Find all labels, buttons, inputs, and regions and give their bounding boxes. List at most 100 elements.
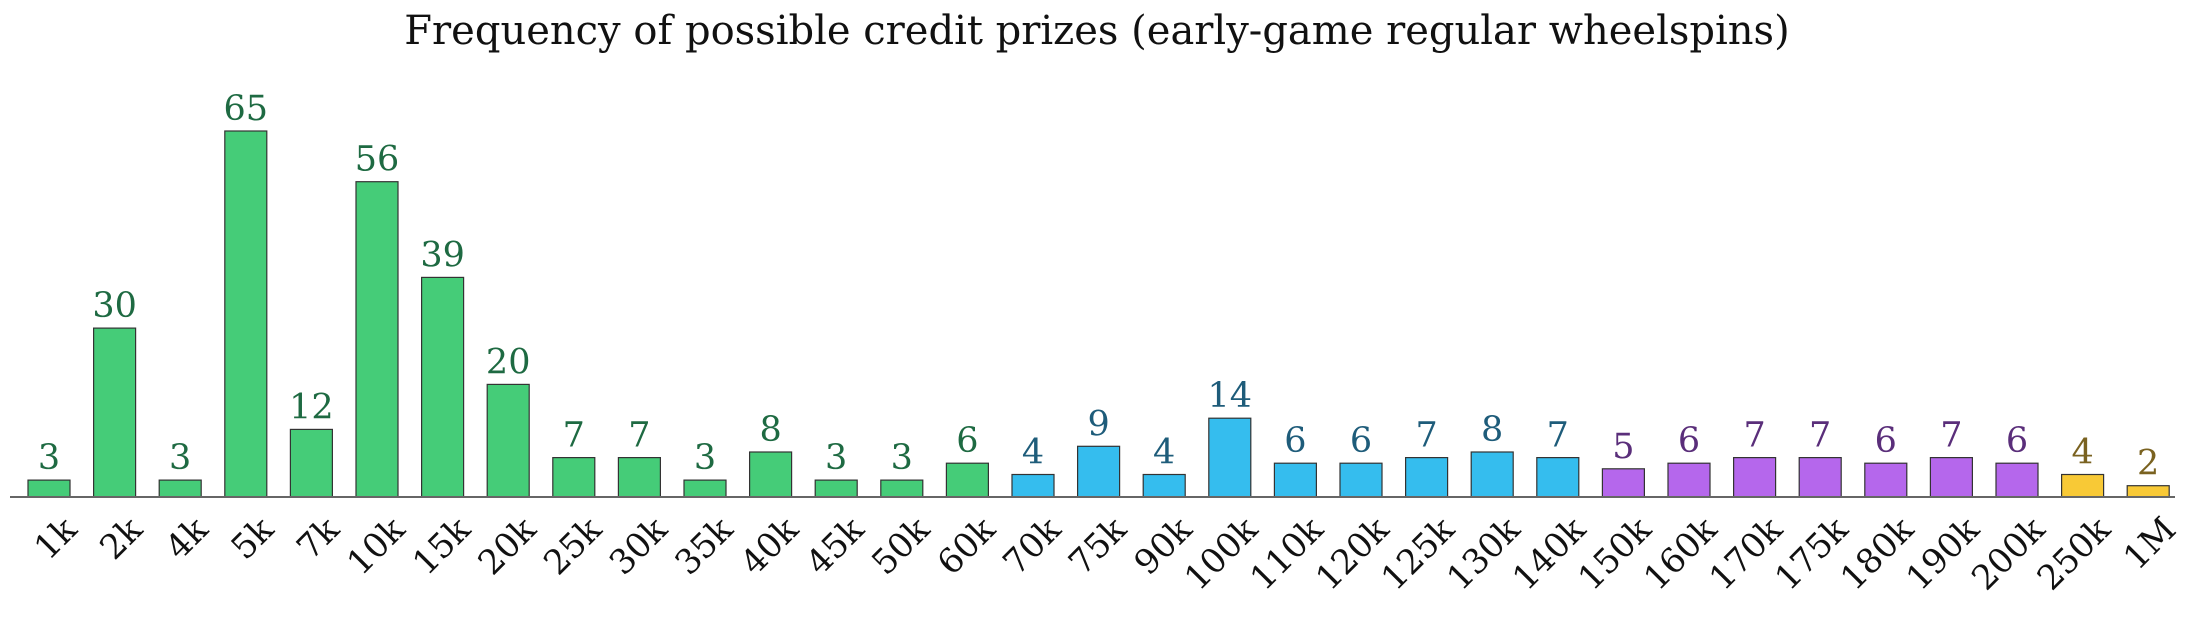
x-tick-label-130k: 130k	[1439, 509, 1528, 598]
value-label-75k: 9	[1087, 404, 1109, 444]
bar-160k	[1667, 462, 1711, 498]
bar-25k	[552, 457, 596, 498]
value-label-190k: 7	[1940, 416, 1962, 456]
bar-10k	[355, 181, 399, 498]
x-tick-label-120k: 120k	[1308, 509, 1397, 598]
bar-170k	[1732, 457, 1777, 498]
value-label-7k: 12	[289, 387, 334, 427]
value-label-200k: 6	[2006, 421, 2028, 461]
value-label-70k: 4	[1022, 433, 1044, 473]
bar-70k	[1011, 473, 1055, 498]
value-label-35k: 3	[694, 438, 716, 478]
x-tick-label-2k: 2k	[92, 509, 150, 567]
x-tick-label-175k: 175k	[1767, 509, 1856, 598]
value-label-45k: 3	[825, 438, 847, 478]
x-tick-labels: 1k 2k 4k 5k 7k10k15k20k25k30k35k40k45k50k60k…	[27, 509, 2184, 598]
bar-120k	[1339, 462, 1383, 498]
x-tick-label-75k: 75k	[1061, 509, 1135, 583]
x-tick-label-160k: 160k	[1636, 509, 1725, 598]
x-tick-label-190k: 190k	[1899, 509, 1988, 598]
bar-1M	[2126, 485, 2170, 498]
bar-175k	[1798, 457, 1842, 498]
bar-40k	[748, 451, 793, 498]
value-label-2k: 30	[92, 286, 137, 326]
bar-60k	[945, 462, 990, 498]
bar-4k	[158, 479, 202, 498]
chart-title: Frequency of possible credit prizes (ear…	[404, 8, 1789, 54]
value-label-130k: 8	[1481, 410, 1503, 450]
bar-100k	[1208, 417, 1252, 498]
value-label-1k: 3	[38, 438, 60, 478]
bar-50k	[880, 479, 924, 498]
bar-150k	[1601, 468, 1646, 498]
x-tick-label-7k: 7k	[289, 509, 347, 567]
value-label-1M: 2	[2137, 444, 2159, 484]
value-label-250k: 4	[2071, 433, 2093, 473]
x-tick-label-30k: 30k	[602, 509, 676, 583]
value-label-175k: 7	[1809, 416, 1831, 456]
x-tick-label-4k: 4k	[158, 509, 216, 567]
value-label-4k: 3	[169, 438, 191, 478]
bar-90k	[1142, 473, 1186, 498]
value-label-10k: 56	[355, 140, 400, 180]
bar-180k	[1864, 462, 1908, 498]
x-tick-label-60k: 60k	[930, 509, 1004, 583]
value-label-110k: 6	[1284, 421, 1306, 461]
bar-1k	[27, 479, 71, 498]
value-label-150k: 5	[1612, 427, 1634, 467]
value-label-30k: 7	[628, 416, 650, 456]
bar-35k	[683, 479, 727, 498]
x-tick-label-40k: 40k	[733, 509, 807, 583]
bar-125k	[1404, 457, 1449, 498]
bar-110k	[1273, 462, 1318, 498]
value-label-50k: 3	[891, 438, 913, 478]
value-label-160k: 6	[1678, 421, 1700, 461]
x-tick-label-100k: 100k	[1177, 509, 1266, 598]
value-label-20k: 20	[486, 342, 531, 382]
x-tick-label-35k: 35k	[667, 509, 741, 583]
bar-30k	[617, 457, 662, 498]
x-tick-label-200k: 200k	[1964, 509, 2053, 598]
x-tick-label-180k: 180k	[1833, 509, 1922, 598]
value-label-15k: 39	[420, 235, 465, 275]
bar-250k	[2061, 473, 2105, 498]
bar-140k	[1536, 457, 1580, 498]
bar-200k	[1995, 462, 2039, 498]
bar-45k	[814, 479, 858, 498]
x-tick-label-170k: 170k	[1702, 509, 1791, 598]
bars	[27, 130, 2170, 498]
value-label-125k: 7	[1415, 416, 1437, 456]
x-tick-label-150k: 150k	[1571, 509, 1660, 598]
value-label-60k: 6	[956, 421, 978, 461]
x-tick-label-45k: 45k	[799, 509, 873, 583]
value-label-5k: 65	[224, 89, 269, 129]
x-tick-label-140k: 140k	[1505, 509, 1594, 598]
bar-190k	[1929, 457, 1974, 498]
value-label-25k: 7	[563, 416, 585, 456]
value-label-170k: 7	[1743, 416, 1765, 456]
x-tick-label-25k: 25k	[536, 509, 610, 583]
x-tick-label-110k: 110k	[1243, 509, 1332, 598]
bar-20k	[486, 383, 530, 498]
bar-75k	[1076, 445, 1121, 498]
bar-2k	[92, 327, 137, 498]
x-tick-label-1M: 1M	[2116, 510, 2184, 578]
bar-5k	[224, 130, 268, 498]
x-tick-label-250k: 250k	[2030, 509, 2119, 598]
value-label-40k: 8	[759, 410, 781, 450]
x-tick-label-5k: 5k	[224, 509, 282, 567]
x-tick-label-20k: 20k	[471, 509, 545, 583]
x-tick-label-10k: 10k	[339, 509, 413, 583]
x-tick-label-15k: 15k	[405, 509, 479, 583]
x-tick-label-125k: 125k	[1374, 509, 1463, 598]
x-tick-label-50k: 50k	[864, 509, 938, 583]
value-label-140k: 7	[1547, 416, 1569, 456]
value-label-90k: 4	[1153, 433, 1175, 473]
bar-130k	[1470, 451, 1514, 498]
value-label-120k: 6	[1350, 421, 1372, 461]
value-label-180k: 6	[1875, 421, 1897, 461]
value-label-100k: 14	[1208, 376, 1253, 416]
x-tick-label-1k: 1k	[27, 509, 85, 567]
